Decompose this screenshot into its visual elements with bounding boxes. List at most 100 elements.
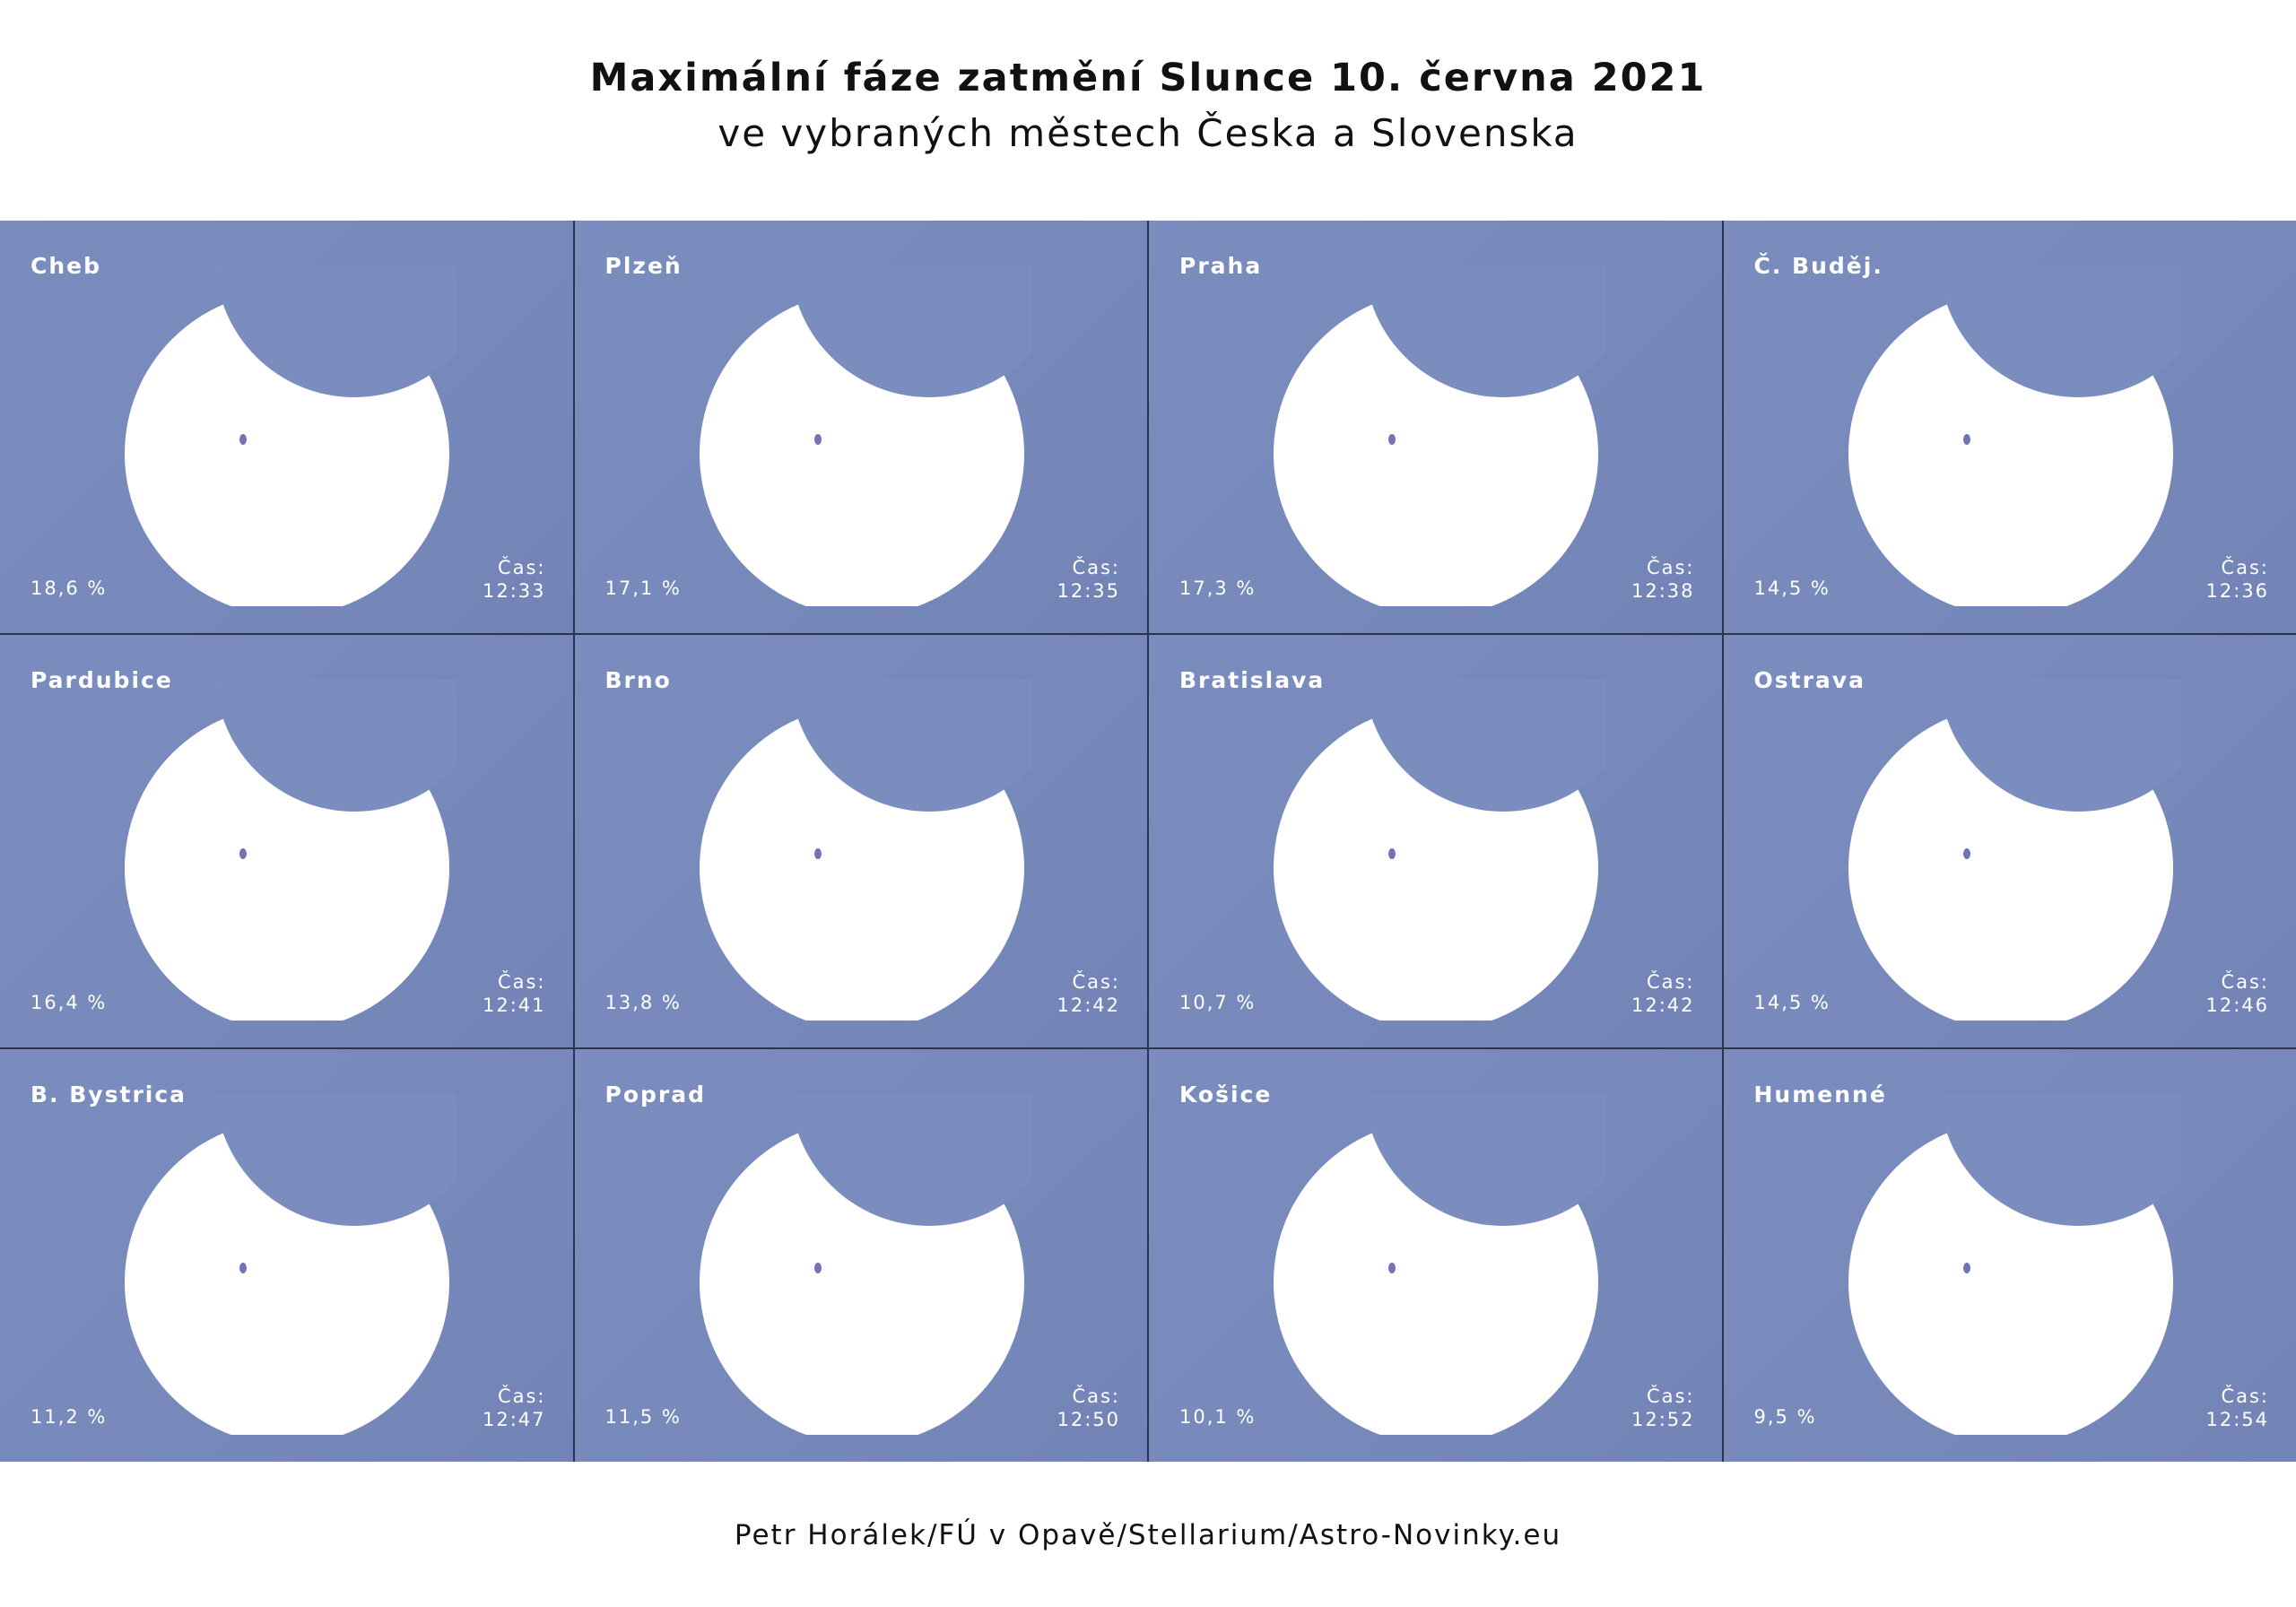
eclipsed-sun-icon [699,1094,1032,1435]
time-value: 12:36 [2205,580,2269,602]
time-label: Čas: [497,971,546,993]
city-name: Č. Buděj. [1753,253,1883,279]
eclipse-panel: B. Bystrica 11,2 % Čas: 12:47 [0,1049,573,1462]
page-subtitle: ve vybraných městech Česka a Slovenska [718,111,1578,155]
coverage-percent: 14,5 % [1753,578,1831,599]
moon-disk [1364,265,1606,397]
city-name: Pardubice [30,667,173,693]
max-time: Čas: 12:50 [1057,1385,1120,1431]
moon-disk [1364,680,1606,812]
eclipse-panel: Cheb 18,6 % Čas: 12:33 [0,221,573,633]
time-label: Čas: [1072,1385,1120,1407]
coverage-percent: 16,4 % [30,992,108,1013]
eclipsed-sun-icon [1274,265,1606,606]
max-time: Čas: 12:52 [1631,1385,1695,1431]
sunspot-icon [1962,1263,1970,1273]
eclipse-panel: Praha 17,3 % Čas: 12:38 [1149,221,1722,633]
moon-disk [215,1094,457,1226]
sunspot-icon [813,1263,822,1273]
time-label: Čas: [2221,1385,2269,1407]
city-name: Bratislava [1179,667,1326,693]
sunspot-icon [1962,848,1970,859]
time-value: 12:54 [2205,1409,2269,1430]
sunspot-icon [239,848,247,859]
moon-disk [789,1094,1032,1226]
eclipse-panel: Plzeň 17,1 % Čas: 12:35 [574,221,1147,633]
coverage-percent: 14,5 % [1753,992,1831,1013]
eclipse-panel: Č. Buděj. 14,5 % Čas: 12:36 [1723,221,2296,633]
eclipse-panel: Brno 13,8 % Čas: 12:42 [574,635,1147,1047]
time-value: 12:38 [1631,580,1695,602]
eclipsed-sun-icon [1848,1094,2181,1435]
city-name: Ostrava [1753,667,1866,693]
max-time: Čas: 12:47 [483,1385,546,1431]
time-value: 12:47 [482,1409,546,1430]
time-label: Čas: [2221,971,2269,993]
time-value: 12:50 [1057,1409,1120,1430]
coverage-percent: 11,2 % [30,1406,108,1428]
city-name: Košice [1179,1081,1273,1108]
city-name: Poprad [604,1081,706,1108]
sunspot-icon [239,434,247,445]
time-value: 12:42 [1631,995,1695,1016]
eclipse-panel: Poprad 11,5 % Čas: 12:50 [574,1049,1147,1462]
coverage-percent: 17,1 % [604,578,682,599]
time-value: 12:52 [1631,1409,1695,1430]
coverage-percent: 10,7 % [1179,992,1257,1013]
eclipsed-sun-icon [125,680,457,1021]
time-label: Čas: [1646,971,1695,993]
time-label: Čas: [1072,557,1120,578]
eclipsed-sun-icon [1274,1094,1606,1435]
sunspot-icon [1388,848,1396,859]
moon-disk [789,680,1032,812]
eclipsed-sun-icon [699,680,1032,1021]
coverage-percent: 9,5 % [1753,1406,1817,1428]
coverage-percent: 18,6 % [30,578,108,599]
eclipse-panel: Bratislava 10,7 % Čas: 12:42 [1149,635,1722,1047]
moon-disk [1364,1094,1606,1226]
city-name: Cheb [30,253,101,279]
sunspot-icon [1388,434,1396,445]
max-time: Čas: 12:35 [1057,556,1120,603]
max-time: Čas: 12:33 [483,556,546,603]
moon-disk [215,680,457,812]
moon-disk [1938,680,2181,812]
city-name: Humenné [1753,1081,1887,1108]
max-time: Čas: 12:42 [1057,970,1120,1017]
coverage-percent: 10,1 % [1179,1406,1257,1428]
time-label: Čas: [1072,971,1120,993]
city-name: Brno [604,667,672,693]
time-value: 12:33 [482,580,546,602]
image-credit: Petr Horálek/FÚ v Opavě/Stellarium/Astro… [734,1519,1562,1551]
sunspot-icon [1962,434,1970,445]
moon-disk [1938,1094,2181,1226]
time-label: Čas: [497,1385,546,1407]
eclipse-panel: Košice 10,1 % Čas: 12:52 [1149,1049,1722,1462]
eclipsed-sun-icon [1274,680,1606,1021]
eclipsed-sun-icon [1848,265,2181,606]
city-name: Praha [1179,253,1263,279]
max-time: Čas: 12:54 [2205,1385,2269,1431]
max-time: Čas: 12:42 [1631,970,1695,1017]
moon-disk [215,265,457,397]
eclipsed-sun-icon [1848,680,2181,1021]
page-title: Maximální fáze zatmění Slunce 10. června… [589,56,1707,100]
city-name: B. Bystrica [30,1081,187,1108]
max-time: Čas: 12:46 [2205,970,2269,1017]
time-value: 12:46 [2205,995,2269,1016]
coverage-percent: 13,8 % [604,992,682,1013]
moon-disk [789,265,1032,397]
eclipse-panel: Ostrava 14,5 % Čas: 12:46 [1723,635,2296,1047]
sunspot-icon [813,434,822,445]
eclipsed-sun-icon [125,1094,457,1435]
time-label: Čas: [1646,557,1695,578]
coverage-percent: 17,3 % [1179,578,1257,599]
sunspot-icon [1388,1263,1396,1273]
sunspot-icon [239,1263,247,1273]
max-time: Čas: 12:36 [2205,556,2269,603]
eclipse-panel: Humenné 9,5 % Čas: 12:54 [1723,1049,2296,1462]
sunspot-icon [813,848,822,859]
max-time: Čas: 12:41 [483,970,546,1017]
max-time: Čas: 12:38 [1631,556,1695,603]
time-value: 12:42 [1057,995,1120,1016]
